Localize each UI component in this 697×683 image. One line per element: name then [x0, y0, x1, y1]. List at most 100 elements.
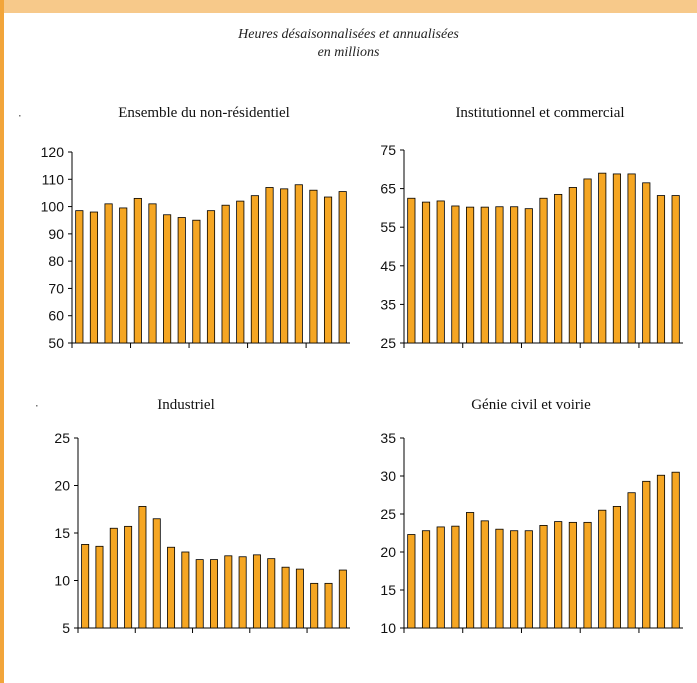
- bar: [568, 521, 577, 629]
- bar: [281, 566, 290, 629]
- bar: [89, 211, 99, 344]
- y-tick-label: 60: [48, 308, 64, 324]
- bar: [656, 474, 666, 629]
- chart-panel-4: Génie civil et voirie 10 15 20 25 30 35: [380, 397, 683, 636]
- bar: [324, 582, 333, 629]
- bar: [338, 569, 347, 629]
- bar: [81, 544, 90, 629]
- bar: [583, 521, 592, 629]
- bar: [612, 173, 621, 344]
- bar: [524, 208, 533, 344]
- y-tick-label: 70: [48, 280, 64, 296]
- bar: [510, 530, 519, 629]
- bar: [495, 206, 504, 344]
- bar: [421, 201, 431, 344]
- bar: [167, 546, 176, 629]
- chart-title: Génie civil et voirie: [471, 397, 591, 413]
- bar: [612, 505, 621, 629]
- bar: [407, 534, 416, 629]
- bar: [206, 210, 216, 344]
- y-tick-label: 10: [54, 573, 70, 589]
- bar: [436, 526, 445, 629]
- bar: [671, 471, 680, 629]
- left-border: [0, 0, 4, 683]
- top-band: [0, 0, 697, 13]
- y-tick-label: 80: [48, 253, 64, 269]
- y-tick-label: 15: [54, 525, 70, 541]
- bar: [451, 205, 460, 344]
- y-tick-label: 35: [380, 430, 396, 446]
- bar: [152, 518, 161, 629]
- bar: [466, 512, 475, 629]
- bar: [539, 525, 548, 629]
- bar: [163, 214, 172, 344]
- bar: [138, 505, 147, 629]
- bar: [510, 206, 519, 344]
- bar: [338, 191, 347, 344]
- bar: [109, 527, 118, 629]
- bar: [294, 184, 303, 344]
- bar: [583, 178, 592, 344]
- bar: [210, 559, 218, 629]
- bar: [480, 520, 489, 629]
- chart-title: Institutionnel et commercial: [455, 105, 624, 121]
- bar: [539, 197, 548, 344]
- y-tick-label: 75: [380, 142, 396, 158]
- bar: [95, 545, 104, 629]
- bar: [554, 193, 563, 344]
- bar: [451, 525, 460, 629]
- chart-panel-2: Institutionnel et commercial 25 35 45 55 65 75: [380, 105, 683, 351]
- y-tick-label: 65: [380, 181, 396, 197]
- bar: [310, 582, 319, 629]
- bar: [192, 219, 201, 344]
- chart-title: Ensemble du non-résidentiel: [118, 105, 290, 121]
- bar: [642, 182, 651, 344]
- bar: [236, 200, 245, 344]
- bar: [238, 556, 247, 629]
- bar: [280, 188, 289, 344]
- bar: [598, 172, 607, 344]
- bar: [495, 528, 504, 629]
- y-tick-label: 20: [380, 544, 396, 560]
- bar: [104, 203, 113, 344]
- y-tick-label: 120: [41, 144, 65, 160]
- y-tick-label: 25: [380, 506, 396, 522]
- decorative-dot: [36, 405, 38, 407]
- bar: [323, 196, 333, 344]
- bar: [421, 530, 431, 629]
- chart-panel-3: Industriel 5 10 15 20 25: [54, 397, 350, 636]
- bar: [554, 521, 563, 629]
- bar: [252, 554, 261, 629]
- bar: [671, 195, 680, 344]
- y-tick-label: 90: [48, 226, 64, 242]
- bar: [656, 195, 666, 344]
- bar: [267, 558, 276, 629]
- bar: [224, 555, 233, 629]
- y-tick-label: 25: [54, 430, 70, 446]
- y-tick-label: 55: [380, 219, 396, 235]
- bar: [524, 530, 533, 629]
- bar: [148, 203, 157, 344]
- bar: [407, 197, 416, 344]
- bar: [598, 509, 607, 629]
- bar: [627, 492, 636, 629]
- bar: [75, 210, 84, 344]
- y-tick-label: 10: [380, 620, 396, 636]
- y-tick-label: 25: [380, 335, 396, 351]
- y-tick-label: 15: [380, 582, 396, 598]
- bar: [177, 217, 186, 344]
- chart-title: Industriel: [157, 397, 215, 413]
- chart-panel-1: Ensemble du non-résidentiel 50 60 70 80 90 100…: [41, 105, 350, 351]
- y-tick-label: 110: [42, 171, 65, 187]
- decorative-dot: [19, 115, 21, 117]
- bar: [133, 197, 142, 344]
- bar: [195, 559, 204, 629]
- bar: [295, 568, 304, 629]
- bar: [265, 187, 274, 344]
- bar: [124, 525, 133, 629]
- bar: [568, 187, 577, 344]
- y-tick-label: 20: [54, 478, 70, 494]
- y-tick-label: 35: [380, 296, 396, 312]
- subtitle-line1: Heures désaisonnalisées et annualisées: [238, 27, 459, 42]
